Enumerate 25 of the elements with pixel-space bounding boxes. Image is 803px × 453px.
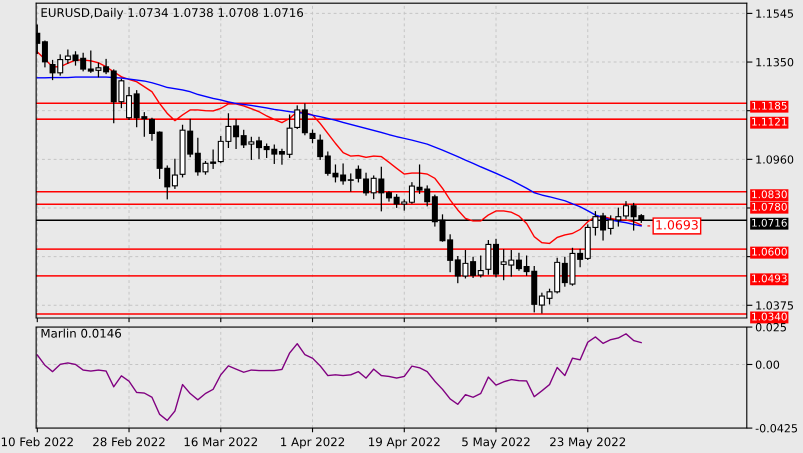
x-tick-label: 28 Feb 2022 [93,437,165,446]
chart-title: EURUSD,Daily 1.0734 1.0738 1.0708 1.0716 [42,8,304,20]
x-tick-label: 10 Feb 2022 [2,437,73,446]
chart-title: Marlin 0.0146 [42,328,122,338]
ref-line-label: 1.1121 [752,118,787,126]
y-tick-label: 1.1545 [756,10,794,18]
x-tick-label: 1 Apr 2022 [281,437,344,449]
ref-line-label: 1.0830 [752,190,787,198]
ref-line-label: 1.0716 [752,218,787,227]
y-tick-label: -0.0425 [756,424,798,432]
ref-line-label: 1.0493 [752,274,787,282]
ref-line-label: 1.0340 [752,312,787,321]
x-tick-label: 5 May 2022 [462,437,530,449]
y-tick-label: 1.0960 [756,155,794,164]
x-tick-label: 23 May 2022 [550,437,626,449]
text: 1.0693 [656,220,698,230]
x-tick-label: 19 Apr 2022 [369,437,440,449]
ref-line-label: 1.0600 [752,248,787,256]
y-tick-label: 1.1350 [756,58,794,66]
y-tick-label: 0.025 [756,323,786,332]
y-tick-label: 1.0375 [756,301,794,310]
x-tick-label: 16 Mar 2022 [184,437,258,446]
ref-line-label: 1.0780 [752,202,787,211]
y-tick-label: 0.00 [756,360,780,369]
ref-line-label: 1.1185 [752,102,787,110]
